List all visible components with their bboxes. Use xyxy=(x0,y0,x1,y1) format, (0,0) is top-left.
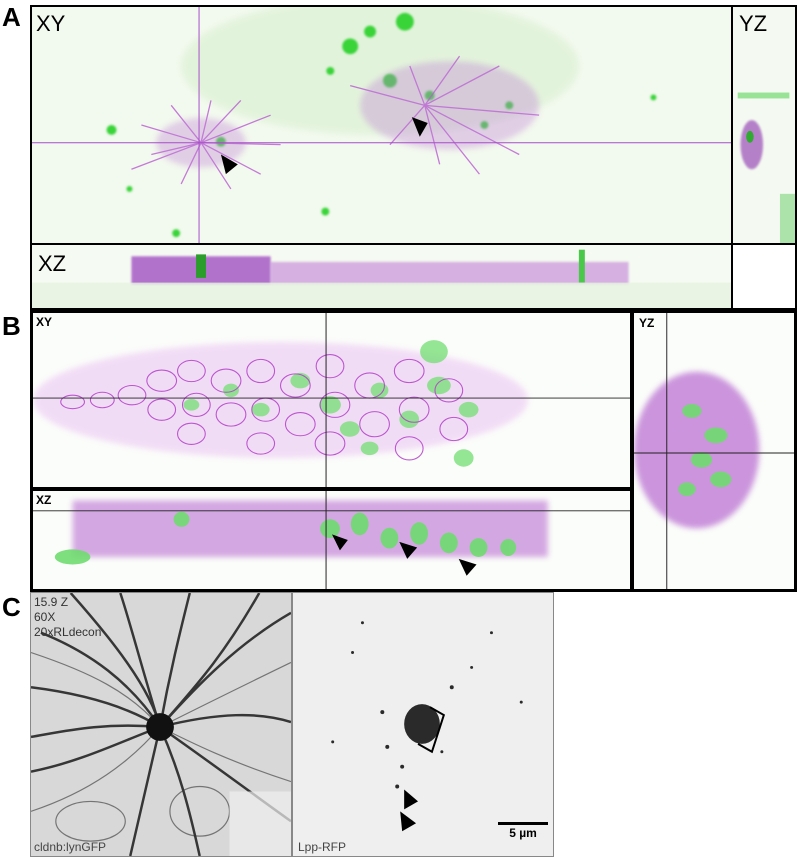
panel-c-left-image xyxy=(31,593,291,856)
panel-c-right-caption: Lpp-RFP xyxy=(298,840,347,854)
arrowhead-icon xyxy=(331,534,348,551)
overlay-line-decon: 20xRLdecon xyxy=(34,625,102,639)
arrowhead-icon xyxy=(404,789,419,810)
panel-a-letter: A xyxy=(2,2,21,32)
panel-a-xy-label: XY xyxy=(36,11,66,36)
overlay-line-z: 15.9 Z xyxy=(34,595,69,609)
panel-a-xz-label: XZ xyxy=(38,251,67,276)
panel-b-xz-view: XZ xyxy=(30,488,633,592)
panel-c-left-caption: cldnb:lynGFP xyxy=(34,840,107,854)
bracket-icon xyxy=(417,706,446,754)
panel-a-xy-image xyxy=(32,7,731,243)
panel-b-xy-view: XY xyxy=(30,310,633,490)
panel-a-yz-image xyxy=(733,7,795,243)
arrowhead-icon xyxy=(458,558,477,576)
arrowhead-icon xyxy=(220,154,238,175)
panel-c-right-view: Lpp-RFP 5 µm xyxy=(292,592,554,857)
panel-b-yz-label: YZ xyxy=(639,316,655,330)
panel-c-letter: C xyxy=(2,592,21,622)
panel-b-xz-label: XZ xyxy=(36,493,52,507)
panel-b-yz-view: YZ xyxy=(631,310,797,592)
panel-b-letter: B xyxy=(2,311,21,341)
panel-a-yz-label: YZ xyxy=(739,11,768,36)
panel-a-xz-view: XZ xyxy=(30,243,733,310)
panel-b-xz-image xyxy=(33,491,630,589)
panel-c-left-view: 15.9 Z 60X 20xRLdecon cldnb:lynGFP xyxy=(30,592,292,857)
panel-c-right-image xyxy=(293,593,553,856)
panel-a-corner xyxy=(731,243,797,310)
panel-a-yz-view: YZ xyxy=(731,5,797,245)
panel-b-yz-image xyxy=(634,313,794,589)
scale-bar: 5 µm xyxy=(498,822,548,840)
panel-a-xz-image xyxy=(32,245,731,308)
panel-a-xy-view: XY xyxy=(30,5,733,245)
panel-c-overlay-text: 15.9 Z 60X 20xRLdecon xyxy=(34,595,101,640)
arrowhead-icon xyxy=(399,541,418,559)
arrowhead-icon xyxy=(400,811,417,832)
panel-b-xy-label: XY xyxy=(36,315,53,329)
scale-bar-line xyxy=(498,822,548,825)
overlay-line-objective: 60X xyxy=(34,610,56,624)
panel-b-xy-image xyxy=(33,313,630,487)
arrowhead-icon xyxy=(411,117,428,137)
scale-bar-label: 5 µm xyxy=(509,826,537,840)
